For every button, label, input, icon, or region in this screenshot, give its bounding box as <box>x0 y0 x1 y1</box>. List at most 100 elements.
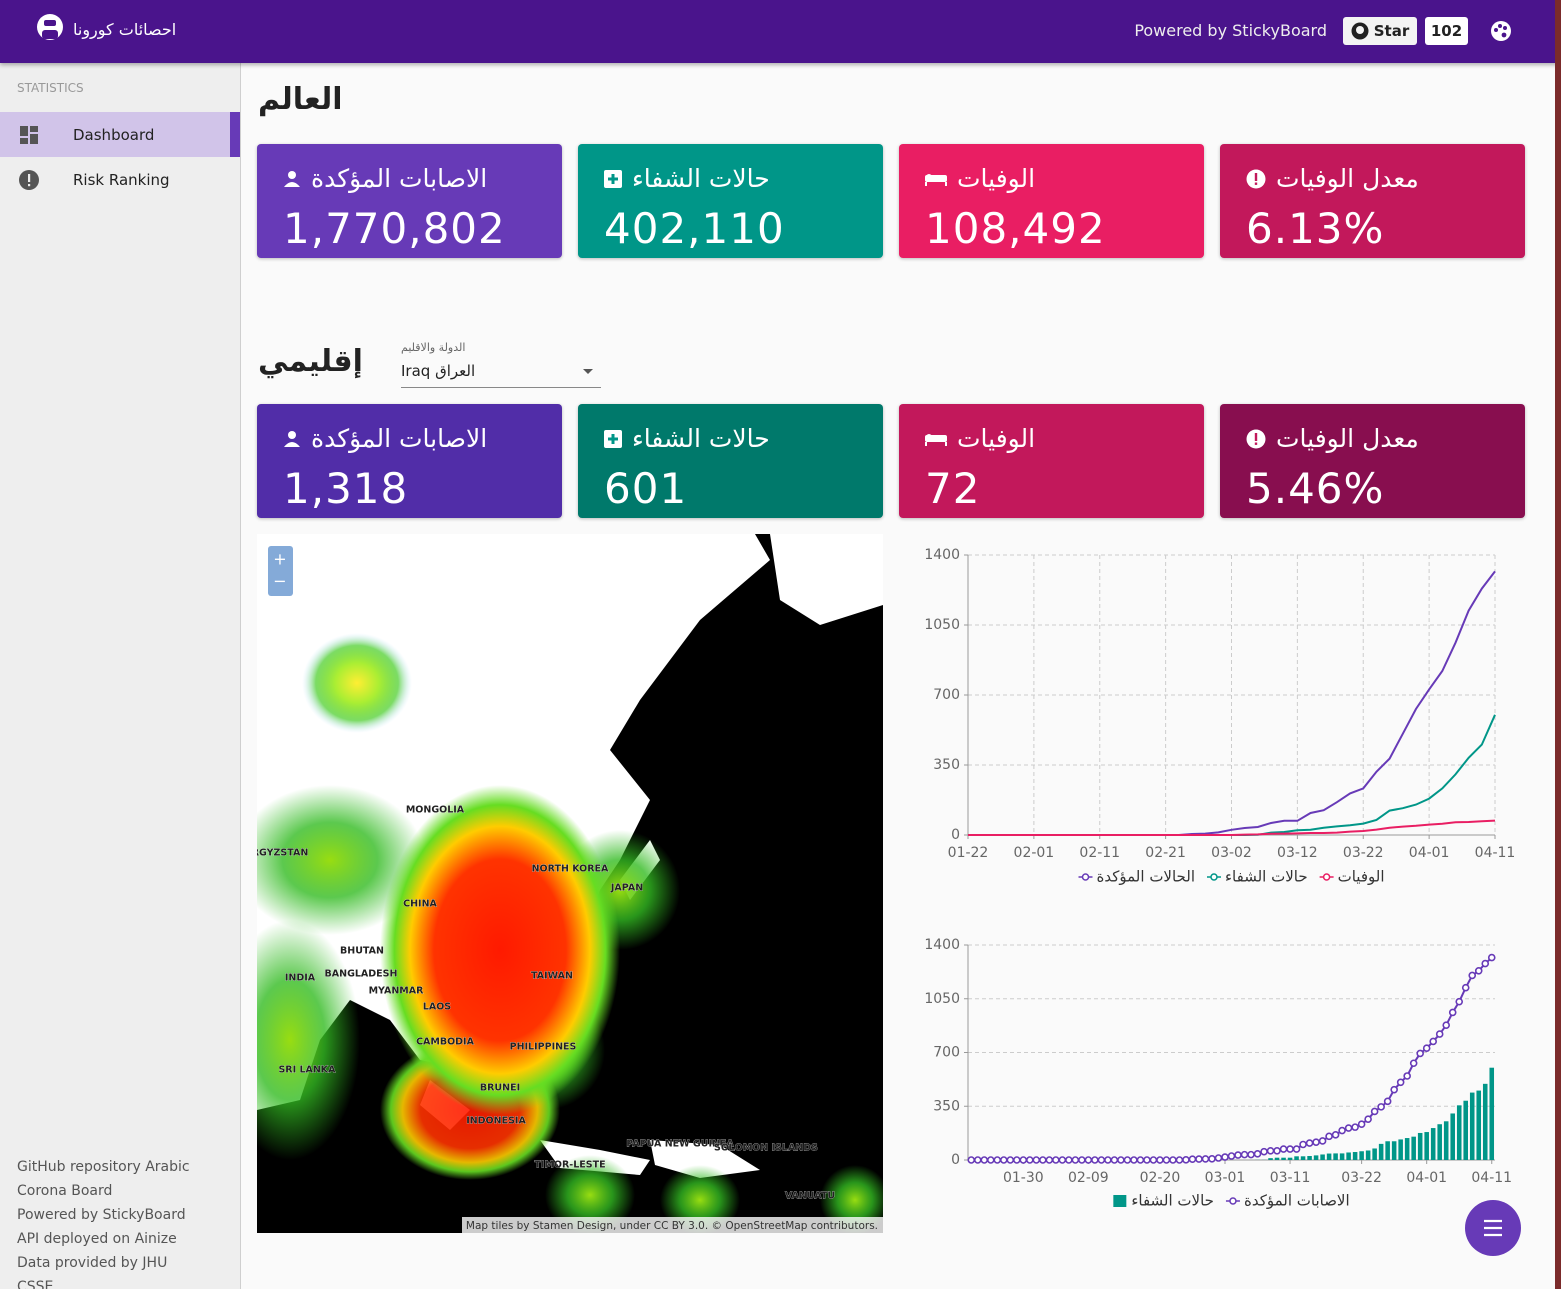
card-value: 6.13% <box>1246 204 1385 253</box>
bar <box>1372 1148 1377 1160</box>
card-title: الاصابات المؤكدة <box>283 164 487 193</box>
bar <box>1294 1156 1299 1160</box>
map[interactable]: + − Map tiles by Stamen Design, under CC… <box>220 534 890 1235</box>
heat-spot <box>485 990 605 1110</box>
y-tick-label: 1400 <box>924 937 960 953</box>
point <box>1364 1115 1372 1123</box>
card-title: معدل الوفيات <box>1246 424 1419 453</box>
dashboard-icon <box>20 126 38 144</box>
nav-label: Risk Ranking <box>73 171 170 189</box>
point <box>1169 1156 1177 1164</box>
card-label: حالات الشفاء <box>632 424 770 453</box>
point <box>1110 1156 1119 1164</box>
x-tick-label: 04-11 <box>1475 845 1516 861</box>
point <box>1416 1049 1424 1058</box>
point <box>999 1156 1008 1164</box>
y-tick-label: 0 <box>951 827 960 843</box>
y-tick-label: 350 <box>933 757 960 773</box>
zoom-control[interactable] <box>268 546 293 596</box>
star-count[interactable]: 102 <box>1425 17 1468 45</box>
point <box>980 1156 989 1164</box>
point <box>1208 1154 1216 1163</box>
card-label: الوفيات <box>957 164 1036 193</box>
heat-spot <box>380 1040 560 1180</box>
point <box>1266 1146 1275 1155</box>
x-tick-label: 03-12 <box>1277 845 1318 861</box>
card-label: الاصابات المؤكدة <box>311 424 488 453</box>
point <box>1143 1156 1151 1164</box>
nav-item[interactable]: Risk Ranking <box>0 157 240 202</box>
x-tick-label: 02-20 <box>1140 1170 1181 1186</box>
card-title: الاصابات المؤكدة <box>283 424 487 453</box>
line <box>968 570 1496 836</box>
star-button[interactable]: Star <box>1343 17 1417 45</box>
x-tick-label: 01-22 <box>948 845 989 861</box>
map-label: JAPAN <box>610 883 643 894</box>
footer-line[interactable]: Data provided by JHU CSSE <box>17 1255 168 1289</box>
point <box>1084 1156 1093 1164</box>
nav-item-active[interactable]: Dashboard <box>0 112 240 157</box>
legend-label: الوفيات <box>1338 868 1385 886</box>
card-title: الوفيات <box>925 164 1035 193</box>
section-title: إقليمي <box>258 344 363 379</box>
select-value: Iraq العراق <box>401 362 476 380</box>
point <box>1058 1156 1067 1164</box>
card-label: حالات الشفاء <box>632 164 770 193</box>
point <box>1448 1008 1457 1017</box>
point <box>1006 1156 1015 1164</box>
point <box>1052 1156 1060 1164</box>
x-tick-label: 04-01 <box>1409 845 1450 861</box>
bar <box>1339 1153 1345 1160</box>
legend: حالات الشفاء الاصابات المؤكدة <box>1113 1192 1350 1210</box>
theme-button[interactable] <box>1490 20 1512 42</box>
stat-card: الاصابات المؤكدة 1,318 <box>257 404 562 518</box>
zoom-out[interactable]: − <box>273 572 286 591</box>
map-label: INDIA <box>285 973 316 984</box>
x-tick-label: 03-22 <box>1341 1170 1382 1186</box>
point <box>1292 1145 1301 1153</box>
logo <box>37 14 63 40</box>
heat-spot <box>257 785 425 935</box>
map-attribution[interactable]: Map tiles by Stamen Design, under CC BY … <box>466 1220 878 1232</box>
bar <box>1456 1105 1462 1160</box>
point <box>1123 1156 1132 1164</box>
heat-spot <box>820 1165 883 1233</box>
card-label: الوفيات <box>957 424 1036 453</box>
point <box>1104 1156 1112 1164</box>
map-ocean <box>257 534 883 1233</box>
heat-spot <box>257 920 360 1160</box>
point <box>1331 1131 1340 1139</box>
footer-line[interactable]: GitHub repository Arabic Corona Board <box>17 1159 190 1199</box>
footer-line[interactable]: Powered by StickyBoard <box>17 1207 186 1223</box>
heat-spot <box>545 1155 635 1233</box>
card-value: 402,110 <box>604 204 785 253</box>
zoom-in[interactable]: + <box>273 550 286 569</box>
point <box>1318 1137 1327 1145</box>
bar <box>1326 1153 1332 1160</box>
y-tick-label: 700 <box>933 687 960 703</box>
point <box>1286 1145 1294 1153</box>
footer-line[interactable]: API deployed on Ainize <box>17 1231 177 1247</box>
chart-1: 0 350 700 1050 1400 01-30 02-09 02-20 03-01 03-11… <box>924 937 1512 1210</box>
map-label: BANGLADESH <box>325 969 398 980</box>
card-icon <box>604 169 622 188</box>
fab[interactable] <box>1465 1200 1521 1256</box>
point <box>1032 1156 1041 1164</box>
powered-by[interactable]: Powered by StickyBoard <box>1134 21 1327 40</box>
map-land <box>257 534 770 1110</box>
y-tick-label: 1400 <box>924 547 960 563</box>
y-tick-label: 1050 <box>924 991 960 1007</box>
x-tick-label: 03-11 <box>1270 1170 1311 1186</box>
point <box>1195 1155 1203 1163</box>
point <box>1130 1156 1138 1164</box>
x-tick-label: 04-11 <box>1471 1170 1512 1186</box>
card-value: 72 <box>925 464 981 513</box>
country-select[interactable]: الدولة والاقليم Iraq العراق <box>401 341 601 388</box>
point <box>1097 1156 1106 1164</box>
bar <box>1430 1128 1436 1160</box>
point <box>1409 1059 1418 1068</box>
bar <box>1450 1113 1455 1160</box>
legend-swatch <box>1229 1197 1237 1205</box>
point <box>1468 971 1477 980</box>
